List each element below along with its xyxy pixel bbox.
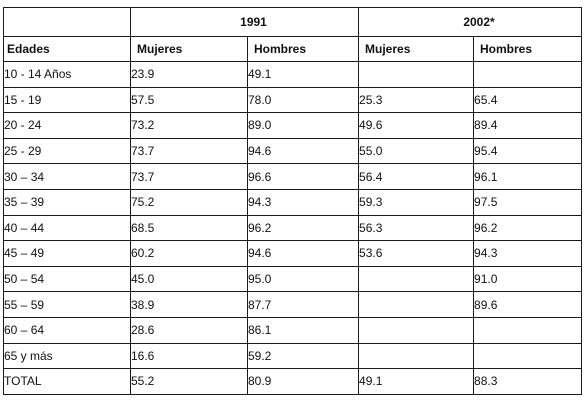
cell-mujeres-2002: 55.0 [358, 137, 475, 165]
cell-edad: 35 – 39 [3, 188, 131, 216]
table-row: 60 – 64 28.6 86.1 [3, 316, 583, 344]
cell-hombres-1991: 49.1 [246, 61, 360, 88]
cell-hombres-1991: 80.9 [246, 368, 360, 395]
table-row: 30 – 34 73.7 96.6 56.4 96.1 [3, 163, 583, 190]
cell-mujeres-1991: 60.2 [130, 240, 248, 267]
cell-mujeres-1991: 57.5 [130, 86, 248, 114]
cell-mujeres-2002 [358, 61, 475, 88]
empty-corner-cell [3, 7, 131, 37]
cell-edad: 40 – 44 [3, 214, 131, 242]
cell-edad: 30 – 34 [3, 163, 131, 190]
cell-edad: 20 - 24 [3, 112, 131, 139]
cell-mujeres-2002: 49.6 [358, 112, 475, 139]
cell-mujeres-1991: 28.6 [130, 316, 248, 344]
cell-mujeres-2002 [358, 316, 475, 344]
col-header-mujeres-2002: Mujeres [358, 36, 475, 62]
cell-mujeres-2002: 56.4 [358, 163, 475, 190]
cell-mujeres-2002: 56.3 [358, 214, 475, 242]
table-row: TOTAL 55.2 80.9 49.1 88.3 [3, 368, 583, 395]
cell-mujeres-2002: 53.6 [358, 240, 475, 267]
cell-hombres-2002: 89.6 [473, 291, 583, 318]
cell-edad: 10 - 14 Años [3, 61, 131, 88]
cell-hombres-2002: 88.3 [473, 368, 583, 395]
cell-hombres-2002: 91.0 [473, 265, 583, 293]
cell-hombres-2002: 97.5 [473, 188, 583, 216]
cell-edad: 50 – 54 [3, 265, 131, 293]
cell-mujeres-2002 [358, 291, 475, 318]
table-row: 65 y más 16.6 59.2 [3, 342, 583, 370]
cell-mujeres-2002: 49.1 [358, 368, 475, 395]
cell-hombres-1991: 78.0 [246, 86, 360, 114]
cell-hombres-1991: 94.6 [246, 137, 360, 165]
cell-mujeres-2002: 59.3 [358, 188, 475, 216]
table-row: 40 – 44 68.5 96.2 56.3 96.2 [3, 214, 583, 242]
cell-edad: TOTAL [3, 368, 131, 395]
cell-hombres-2002: 96.1 [473, 163, 583, 190]
cell-hombres-1991: 94.3 [246, 188, 360, 216]
table-row: 55 – 59 38.9 87.7 89.6 [3, 291, 583, 318]
cell-hombres-2002 [473, 342, 583, 370]
cell-hombres-1991: 87.7 [246, 291, 360, 318]
table-row: 15 - 19 57.5 78.0 25.3 65.4 [3, 86, 583, 114]
cell-mujeres-1991: 68.5 [130, 214, 248, 242]
table-row: 35 – 39 75.2 94.3 59.3 97.5 [3, 188, 583, 216]
cell-mujeres-1991: 45.0 [130, 265, 248, 293]
column-header-row: Edades Mujeres Hombres Mujeres Hombres [3, 36, 583, 62]
year-1991-header: 1991 [129, 7, 360, 37]
cell-hombres-1991: 86.1 [246, 316, 360, 344]
table-row: 10 - 14 Años 23.9 49.1 [3, 61, 583, 88]
cell-hombres-2002: 96.2 [473, 214, 583, 242]
table-row: 20 - 24 73.2 89.0 49.6 89.4 [3, 112, 583, 139]
table-row: 45 – 49 60.2 94.6 53.6 94.3 [3, 240, 583, 267]
cell-hombres-2002 [473, 61, 583, 88]
year-2002-header: 2002* [358, 7, 583, 37]
cell-mujeres-2002 [358, 342, 475, 370]
cell-hombres-2002 [473, 316, 583, 344]
cell-edad: 55 – 59 [3, 291, 131, 318]
cell-hombres-2002: 89.4 [473, 112, 583, 139]
cell-mujeres-1991: 38.9 [130, 291, 248, 318]
year-header-row: 1991 2002* [3, 7, 583, 37]
cell-edad: 25 - 29 [3, 137, 131, 165]
cell-mujeres-1991: 75.2 [130, 188, 248, 216]
cell-mujeres-2002 [358, 265, 475, 293]
cell-hombres-1991: 89.0 [246, 112, 360, 139]
cell-mujeres-1991: 73.2 [130, 112, 248, 139]
col-header-mujeres-1991: Mujeres [130, 36, 248, 62]
cell-mujeres-1991: 73.7 [130, 163, 248, 190]
cell-hombres-1991: 96.2 [246, 214, 360, 242]
participation-table: 1991 2002* Edades Mujeres Hombres Mujere… [3, 7, 583, 395]
col-header-hombres-2002: Hombres [473, 36, 583, 62]
col-header-edades: Edades [3, 36, 131, 62]
cell-mujeres-1991: 55.2 [130, 368, 248, 395]
cell-hombres-2002: 95.4 [473, 137, 583, 165]
cell-hombres-2002: 94.3 [473, 240, 583, 267]
cell-mujeres-1991: 23.9 [130, 61, 248, 88]
cell-edad: 15 - 19 [3, 86, 131, 114]
cell-edad: 60 – 64 [3, 316, 131, 344]
cell-edad: 65 y más [3, 342, 131, 370]
cell-edad: 45 – 49 [3, 240, 131, 267]
cell-hombres-2002: 65.4 [473, 86, 583, 114]
cell-mujeres-2002: 25.3 [358, 86, 475, 114]
cell-hombres-1991: 59.2 [246, 342, 360, 370]
cell-hombres-1991: 95.0 [246, 265, 360, 293]
cell-hombres-1991: 96.6 [246, 163, 360, 190]
cell-mujeres-1991: 16.6 [130, 342, 248, 370]
cell-hombres-1991: 94.6 [246, 240, 360, 267]
table-row: 50 – 54 45.0 95.0 91.0 [3, 265, 583, 293]
table-row: 25 - 29 73.7 94.6 55.0 95.4 [3, 137, 583, 165]
cell-mujeres-1991: 73.7 [130, 137, 248, 165]
col-header-hombres-1991: Hombres [246, 36, 360, 62]
